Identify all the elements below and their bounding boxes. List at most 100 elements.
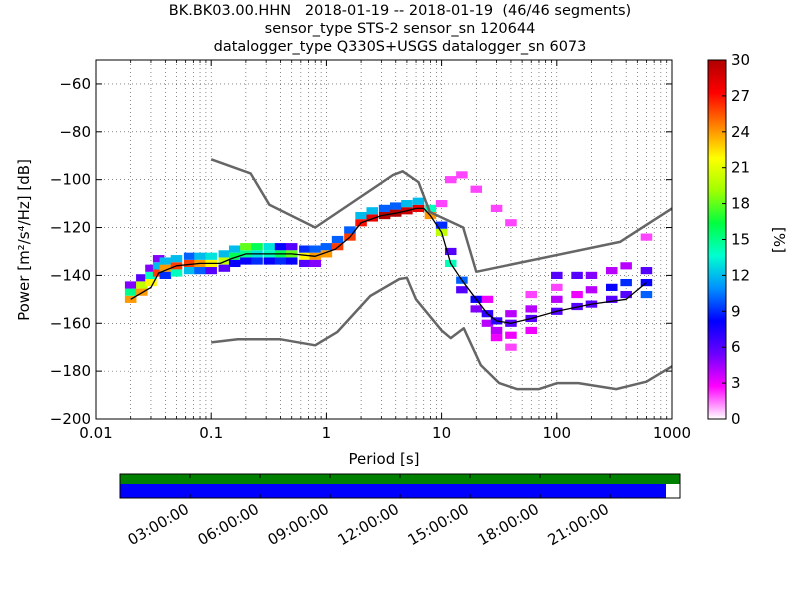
heatmap-cell [435, 221, 448, 229]
heatmap-cell [444, 176, 457, 184]
heatmap-cell [456, 171, 468, 179]
time-tick-label: 06:00:00 [195, 500, 262, 549]
heatmap-cell [124, 295, 137, 303]
chart-title-line-1: BK.BK03.00.HHN 2018-01-19 -- 2018-01-19 … [168, 3, 632, 19]
x-tick-label: 100 [542, 424, 571, 442]
heatmap-cell [228, 252, 241, 260]
heatmap-cell [389, 202, 402, 210]
heatmap-cell [152, 255, 165, 263]
heatmap-cell [205, 252, 217, 260]
heatmap-cell [481, 295, 494, 303]
y-tick-label: −60 [59, 75, 91, 93]
y-tick-label: −80 [59, 123, 91, 141]
time-coverage-bar: 03:00:00 06:00:00 09:00:00 12:00:00 15:00:00… [119, 473, 681, 549]
colorbar-label: [%] [770, 227, 788, 253]
heatmap-cell [620, 262, 632, 270]
heatmap-cell [263, 257, 276, 265]
heatmap-cell [320, 250, 333, 258]
heatmap-cell [606, 267, 618, 275]
heatmap-cell [124, 288, 137, 296]
y-tick-label: −120 [50, 219, 91, 237]
heatmap-cell [551, 271, 563, 279]
heatmap-cell [218, 250, 231, 258]
colorbar: 0 3 6 9 12 15 18 21 24 27 30 [707, 51, 750, 428]
heatmap-cell [412, 197, 425, 205]
x-axis-label: Period [s] [348, 450, 419, 468]
heatmap-cell [640, 267, 653, 275]
heatmap-cell [285, 257, 298, 265]
heatmap-cell [444, 247, 457, 256]
colorbar-tick-label: 15 [731, 231, 750, 249]
heatmap-cell [285, 243, 298, 251]
heatmap-cell [331, 235, 344, 244]
x-tick-label: 0.01 [79, 424, 112, 442]
heatmap-cell [170, 269, 183, 277]
colorbar-tick-label: 18 [731, 195, 750, 213]
heatmap-layer [124, 171, 653, 351]
heatmap-cell [136, 274, 148, 282]
grid-layer [95, 60, 673, 420]
heatmap-cell [299, 245, 311, 253]
heatmap-cell [505, 343, 517, 351]
heatmap-cell [551, 295, 563, 303]
colorbar-tick-label: 30 [731, 51, 750, 69]
heatmap-cell [585, 286, 598, 294]
heatmap-cell [228, 259, 241, 268]
time-tick-label: 15:00:00 [405, 500, 472, 549]
heatmap-cell [401, 200, 413, 208]
heatmap-cell [490, 204, 503, 212]
heatmap-cell [640, 278, 653, 287]
heatmap-cell [159, 257, 172, 265]
y-tick-label: −180 [50, 362, 91, 380]
heatmap-cell [320, 243, 333, 251]
heatmap-cell [124, 281, 137, 289]
heatmap-cell [585, 271, 598, 279]
heatmap-cell [183, 267, 196, 275]
colorbar-tick-label: 21 [731, 159, 750, 177]
heatmap-cell [159, 264, 172, 272]
colorbar-tick-label: 3 [731, 374, 741, 392]
colorbar-tick-label: 12 [731, 266, 750, 284]
heatmap-cell [159, 271, 172, 279]
heatmap-cell [218, 264, 231, 272]
heatmap-cell [170, 255, 183, 263]
heatmap-cell [309, 245, 321, 253]
y-tick-label: −100 [50, 171, 91, 189]
y-axis-label: Power [m²/s⁴/Hz] [dB] [15, 159, 33, 321]
heatmap-cell [470, 305, 483, 313]
heatmap-cell [481, 319, 494, 327]
heatmap-cell [525, 290, 538, 299]
heatmap-cell [424, 204, 437, 212]
time-tick-label: 21:00:00 [545, 500, 612, 549]
low-noise-model-line [211, 276, 673, 391]
time-tick-label: 03:00:00 [125, 500, 192, 549]
heatmap-cell [205, 267, 217, 275]
heatmap-cell [263, 243, 276, 251]
heatmap-cell [470, 185, 483, 193]
x-tick-label: 1000 [653, 424, 691, 442]
y-tick-label: −140 [50, 266, 91, 284]
time-bar-bottom-band [120, 484, 666, 498]
chart-title-line-3: datalogger_type Q330S+USGS datalogger_sn… [213, 39, 587, 55]
heatmap-cell [505, 331, 517, 339]
y-tick-label: −160 [50, 314, 91, 332]
heatmap-cell [490, 326, 503, 335]
colorbar-tick-label: 6 [731, 338, 741, 356]
heatmap-cell [183, 259, 196, 268]
heatmap-cell [240, 243, 252, 251]
heatmap-cell [355, 211, 367, 220]
heatmap-cell [571, 271, 583, 279]
heatmap-cell [145, 264, 157, 272]
time-tick-label: 18:00:00 [475, 500, 542, 549]
time-tick-label: 09:00:00 [265, 500, 332, 549]
heatmap-cell [435, 200, 448, 208]
heatmap-cell [240, 257, 252, 265]
heatmap-cell [366, 207, 379, 215]
heatmap-cell [136, 281, 148, 289]
heatmap-cell [194, 267, 206, 275]
colorbar-tick-label: 9 [731, 302, 741, 320]
heatmap-cell [309, 259, 321, 268]
heatmap-cell [640, 233, 653, 241]
x-tick-label: 0.1 [199, 424, 223, 442]
